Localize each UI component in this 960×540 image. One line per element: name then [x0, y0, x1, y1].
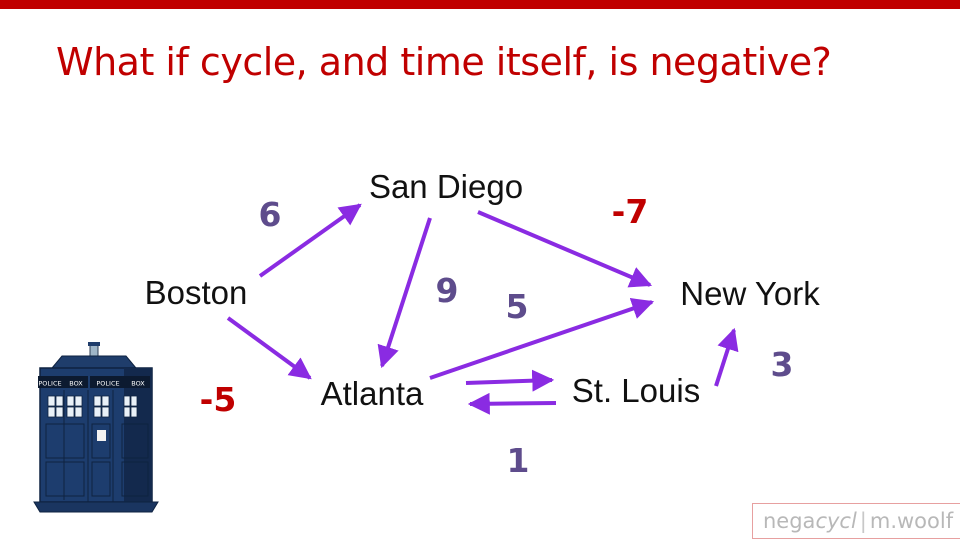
police-box-sign-right-2: BOX — [131, 380, 145, 388]
weight-boston-atlanta: -5 — [200, 380, 237, 419]
node-st-louis: St. Louis — [572, 372, 700, 409]
edge-st-louis-atlanta — [467, 392, 557, 415]
footer-separator: | — [859, 509, 867, 533]
weight-san-diego-atlanta: 9 — [436, 271, 459, 310]
footer-brand-prefix: nega — [763, 509, 816, 533]
footer-brand-italic: cycl — [815, 509, 857, 533]
edge-atlanta-st-louis — [465, 369, 555, 392]
edge-san-diego-new-york — [477, 210, 653, 288]
edge-boston-atlanta — [226, 316, 312, 380]
police-box-sign-left-2: POLICE — [96, 380, 119, 388]
weight-atlanta-new-york: 5 — [506, 287, 529, 326]
footer-brand-tag: nega cycl | m.woolf — [752, 503, 960, 539]
edge-san-diego-atlanta — [377, 217, 432, 369]
edge-atlanta-new-york — [429, 298, 655, 380]
edge-boston-san-diego — [258, 203, 362, 278]
police-box-sign-right: BOX — [69, 380, 83, 388]
node-atlanta: Atlanta — [321, 375, 424, 412]
node-new-york: New York — [680, 275, 820, 312]
weight-st-louis-new-york: 3 — [771, 345, 794, 384]
slide-title: What if cycle, and time itself, is negat… — [56, 40, 832, 84]
weight-boston-san-diego: 6 — [259, 195, 282, 234]
node-san-diego: San Diego — [369, 168, 523, 205]
weight-st-louis-atlanta: 1 — [507, 441, 530, 480]
police-box-icon: POLICE BOX POLICE BOX — [33, 342, 159, 513]
police-box-sign-left: POLICE — [38, 380, 61, 388]
weight-san-diego-new-york: -7 — [612, 192, 649, 231]
top-accent-bar — [0, 0, 960, 9]
footer-author: m.woolf — [869, 509, 954, 533]
node-boston: Boston — [145, 274, 248, 311]
edge-st-louis-new-york — [714, 327, 739, 387]
